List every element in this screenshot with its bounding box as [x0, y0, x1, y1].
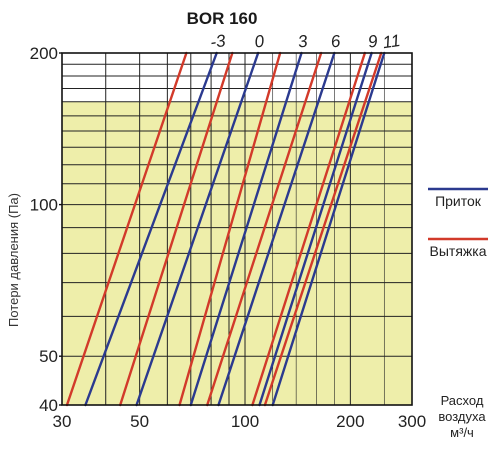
- y-tick-label: 100: [30, 196, 58, 215]
- x-axis-label-line: Расход: [441, 393, 484, 408]
- curve-exhaust-11: [263, 51, 383, 407]
- curve-label--3: -3: [209, 31, 227, 52]
- curve-exhaust--3: [65, 51, 188, 407]
- y-tick-label: 50: [39, 347, 58, 366]
- curve-exhaust-3: [178, 51, 282, 407]
- x-tick-label: 100: [231, 412, 259, 431]
- y-axis-ticks: 40 50 100 200: [30, 44, 62, 415]
- curves: [65, 51, 386, 407]
- plot-frame: [61, 52, 413, 406]
- curve-supply-3: [189, 51, 303, 407]
- x-tick-label: 200: [336, 412, 364, 431]
- curve-label-11: 11: [381, 31, 401, 52]
- curve-exhaust-9: [251, 51, 367, 407]
- curve-supply-9: [258, 51, 373, 407]
- legend: Приток Вытяжка: [428, 187, 488, 259]
- y-tick-label: 40: [39, 396, 58, 415]
- x-tick-label: 30: [53, 412, 72, 431]
- curve-supply--3: [84, 51, 218, 407]
- x-tick-label: 50: [130, 412, 149, 431]
- curve-label-0: 0: [253, 31, 266, 51]
- y-axis-label: Потери давления (Па): [6, 193, 21, 327]
- curve-labels: -3 0 3 6 9 11: [209, 31, 401, 52]
- x-axis-ticks: 30 50 100 200 300: [53, 412, 427, 431]
- curve-supply-6: [217, 51, 336, 407]
- curve-label-9: 9: [367, 31, 380, 51]
- x-tick-label: 300: [398, 412, 426, 431]
- x-axis-label-line: м³/ч: [450, 425, 474, 440]
- legend-label: Приток: [435, 193, 482, 209]
- plot-border: [61, 52, 413, 406]
- curve-exhaust-0: [119, 51, 234, 407]
- curve-supply-11: [271, 51, 386, 407]
- legend-label: Вытяжка: [430, 243, 487, 259]
- chart-title: BOR 160: [187, 9, 258, 28]
- curve-supply-0: [135, 51, 260, 407]
- curve-label-3: 3: [297, 31, 310, 51]
- curve-exhaust-6: [206, 51, 323, 407]
- curve-label-6: 6: [330, 31, 343, 51]
- y-tick-label: 200: [30, 44, 58, 63]
- x-axis-label-line: воздуха: [438, 409, 486, 424]
